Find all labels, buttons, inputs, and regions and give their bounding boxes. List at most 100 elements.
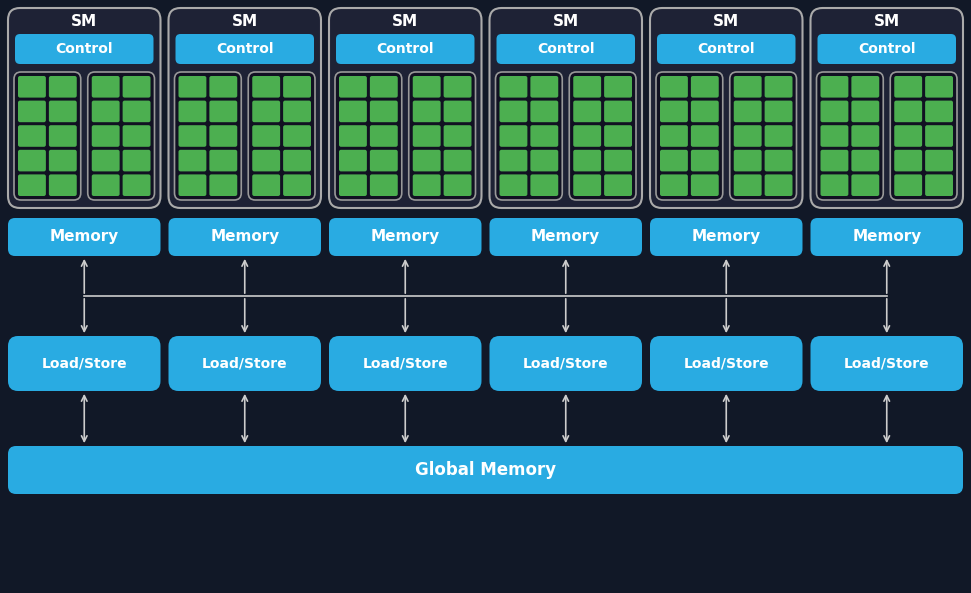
FancyBboxPatch shape — [339, 150, 367, 171]
FancyBboxPatch shape — [604, 76, 632, 98]
FancyBboxPatch shape — [179, 174, 207, 196]
FancyBboxPatch shape — [444, 125, 472, 147]
FancyBboxPatch shape — [18, 101, 46, 122]
FancyBboxPatch shape — [656, 72, 722, 200]
FancyBboxPatch shape — [252, 101, 280, 122]
FancyBboxPatch shape — [91, 174, 119, 196]
FancyBboxPatch shape — [734, 174, 761, 196]
FancyBboxPatch shape — [210, 125, 237, 147]
FancyBboxPatch shape — [444, 150, 472, 171]
FancyBboxPatch shape — [175, 72, 241, 200]
FancyBboxPatch shape — [569, 72, 636, 200]
FancyBboxPatch shape — [691, 101, 719, 122]
FancyBboxPatch shape — [734, 150, 761, 171]
FancyBboxPatch shape — [252, 76, 280, 98]
Text: Load/Store: Load/Store — [362, 356, 448, 371]
FancyBboxPatch shape — [179, 101, 207, 122]
FancyBboxPatch shape — [650, 336, 802, 391]
FancyBboxPatch shape — [734, 125, 761, 147]
FancyBboxPatch shape — [210, 76, 237, 98]
FancyBboxPatch shape — [8, 8, 160, 208]
FancyBboxPatch shape — [284, 150, 311, 171]
Text: Control: Control — [377, 42, 434, 56]
FancyBboxPatch shape — [650, 218, 802, 256]
FancyBboxPatch shape — [49, 174, 77, 196]
FancyBboxPatch shape — [444, 76, 472, 98]
FancyBboxPatch shape — [764, 150, 792, 171]
FancyBboxPatch shape — [8, 336, 160, 391]
FancyBboxPatch shape — [820, 150, 849, 171]
FancyBboxPatch shape — [49, 101, 77, 122]
FancyBboxPatch shape — [444, 101, 472, 122]
FancyBboxPatch shape — [370, 101, 398, 122]
FancyBboxPatch shape — [496, 34, 635, 64]
Text: Load/Store: Load/Store — [202, 356, 287, 371]
FancyBboxPatch shape — [179, 76, 207, 98]
FancyBboxPatch shape — [284, 101, 311, 122]
FancyBboxPatch shape — [573, 150, 601, 171]
FancyBboxPatch shape — [413, 150, 441, 171]
FancyBboxPatch shape — [764, 101, 792, 122]
FancyBboxPatch shape — [122, 125, 151, 147]
FancyBboxPatch shape — [8, 218, 160, 256]
FancyBboxPatch shape — [764, 125, 792, 147]
FancyBboxPatch shape — [18, 125, 46, 147]
FancyBboxPatch shape — [370, 150, 398, 171]
Text: SM: SM — [552, 14, 579, 30]
Text: Control: Control — [697, 42, 755, 56]
FancyBboxPatch shape — [179, 150, 207, 171]
FancyBboxPatch shape — [169, 218, 321, 256]
FancyBboxPatch shape — [890, 72, 957, 200]
FancyBboxPatch shape — [820, 101, 849, 122]
FancyBboxPatch shape — [329, 8, 482, 208]
FancyBboxPatch shape — [8, 446, 963, 494]
FancyBboxPatch shape — [852, 125, 880, 147]
FancyBboxPatch shape — [925, 174, 953, 196]
Text: Load/Store: Load/Store — [844, 356, 929, 371]
FancyBboxPatch shape — [764, 76, 792, 98]
FancyBboxPatch shape — [495, 72, 562, 200]
FancyBboxPatch shape — [660, 174, 687, 196]
Text: Memory: Memory — [531, 229, 600, 244]
FancyBboxPatch shape — [329, 218, 482, 256]
FancyBboxPatch shape — [91, 76, 119, 98]
FancyBboxPatch shape — [894, 174, 922, 196]
FancyBboxPatch shape — [413, 174, 441, 196]
FancyBboxPatch shape — [339, 125, 367, 147]
FancyBboxPatch shape — [370, 76, 398, 98]
FancyBboxPatch shape — [604, 150, 632, 171]
FancyBboxPatch shape — [499, 174, 527, 196]
Text: Memory: Memory — [371, 229, 440, 244]
FancyBboxPatch shape — [169, 8, 321, 208]
FancyBboxPatch shape — [18, 174, 46, 196]
Text: Global Memory: Global Memory — [415, 461, 556, 479]
Text: Control: Control — [858, 42, 916, 56]
Text: Load/Store: Load/Store — [684, 356, 769, 371]
FancyBboxPatch shape — [413, 125, 441, 147]
FancyBboxPatch shape — [660, 150, 687, 171]
FancyBboxPatch shape — [691, 76, 719, 98]
Text: Load/Store: Load/Store — [42, 356, 127, 371]
FancyBboxPatch shape — [91, 150, 119, 171]
FancyBboxPatch shape — [818, 34, 956, 64]
FancyBboxPatch shape — [894, 101, 922, 122]
FancyBboxPatch shape — [657, 34, 795, 64]
FancyBboxPatch shape — [339, 101, 367, 122]
Text: SM: SM — [874, 14, 900, 30]
FancyBboxPatch shape — [852, 76, 880, 98]
Text: Control: Control — [55, 42, 113, 56]
FancyBboxPatch shape — [15, 34, 153, 64]
FancyBboxPatch shape — [530, 76, 558, 98]
FancyBboxPatch shape — [894, 76, 922, 98]
FancyBboxPatch shape — [18, 76, 46, 98]
FancyBboxPatch shape — [49, 150, 77, 171]
FancyBboxPatch shape — [329, 336, 482, 391]
FancyBboxPatch shape — [413, 101, 441, 122]
FancyBboxPatch shape — [489, 218, 642, 256]
Text: Memory: Memory — [50, 229, 118, 244]
FancyBboxPatch shape — [730, 72, 796, 200]
FancyBboxPatch shape — [820, 76, 849, 98]
FancyBboxPatch shape — [87, 72, 154, 200]
FancyBboxPatch shape — [604, 174, 632, 196]
Text: SM: SM — [392, 14, 419, 30]
